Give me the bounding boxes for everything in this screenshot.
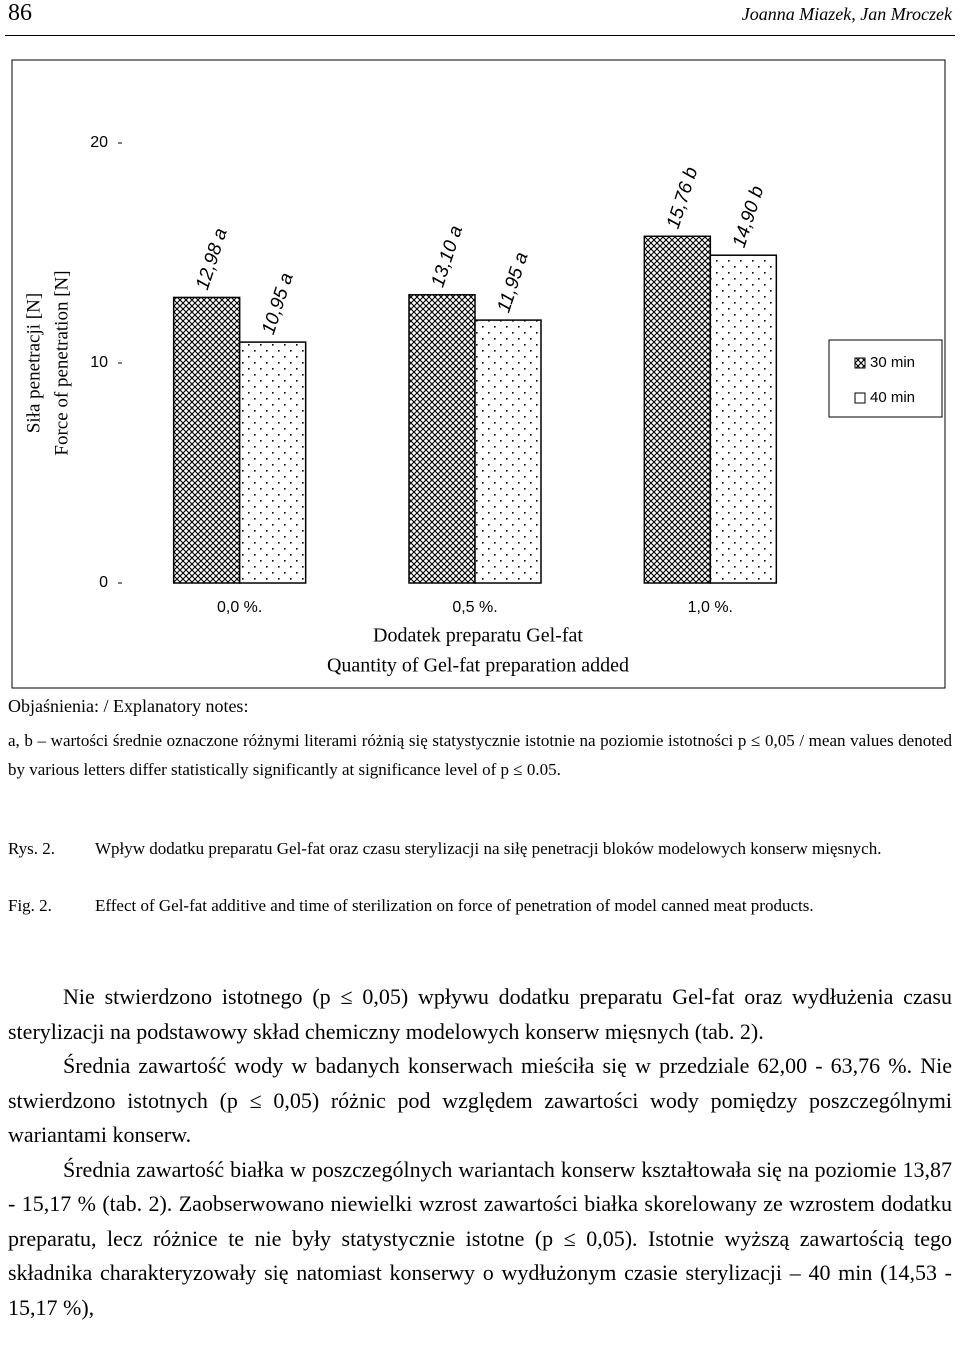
notes-title: Objaśnienia: / Explanatory notes: (8, 696, 249, 716)
legend-swatch (854, 357, 866, 369)
running-head: Joanna Miazek, Jan Mroczek (741, 4, 952, 24)
y-tick-label: 20 (90, 134, 108, 151)
paragraph: Nie stwierdzono istotnego (p ≤ 0,05) wpł… (8, 984, 952, 1044)
legend-label: 30 min (870, 354, 915, 371)
x-tick-label: 0,0 %. (217, 599, 262, 616)
bar (172, 296, 241, 584)
body-text: Nie stwierdzono istotnego (p ≤ 0,05) wpł… (8, 980, 952, 1325)
caption-text: Effect of Gel-fat additive and time of s… (95, 896, 814, 915)
y-tick-label: 0 (99, 574, 108, 591)
chart: 0 10 20 Siła penetracji [N] Force of penetra… (11, 59, 946, 689)
y-tick-label: 10 (90, 354, 108, 371)
bar (474, 319, 542, 584)
header-rule (5, 35, 955, 36)
paragraph: Średnia zawartość białka w poszczególnyc… (8, 1156, 952, 1320)
legend-swatch (854, 392, 866, 404)
bar (643, 235, 712, 584)
caption-label: Fig. 2. (8, 896, 52, 915)
caption-text: Wpływ dodatku preparatu Gel-fat oraz cza… (95, 839, 882, 858)
paragraph: Średnia zawartość wody w badanych konser… (8, 1053, 952, 1147)
bar (408, 294, 476, 584)
notes-text: a, b – wartości średnie oznaczone różnym… (8, 731, 952, 779)
x-axis-title: Quantity of Gel-fat preparation added (327, 655, 629, 677)
caption-label: Rys. 2. (8, 839, 56, 858)
bar (238, 341, 307, 584)
legend-label: 40 min (870, 389, 915, 406)
y-axis-title: Siła penetracji [N] (23, 293, 44, 433)
x-axis-title: Dodatek preparatu Gel-fat (373, 625, 583, 647)
page-number: 86 (8, 0, 32, 26)
legend-box (828, 339, 943, 418)
x-tick-label: 1,0 %. (688, 599, 733, 616)
bar (709, 254, 778, 584)
x-tick-label: 0,5 %. (452, 599, 497, 616)
y-axis-title: Force of penetration [N] (51, 270, 72, 455)
